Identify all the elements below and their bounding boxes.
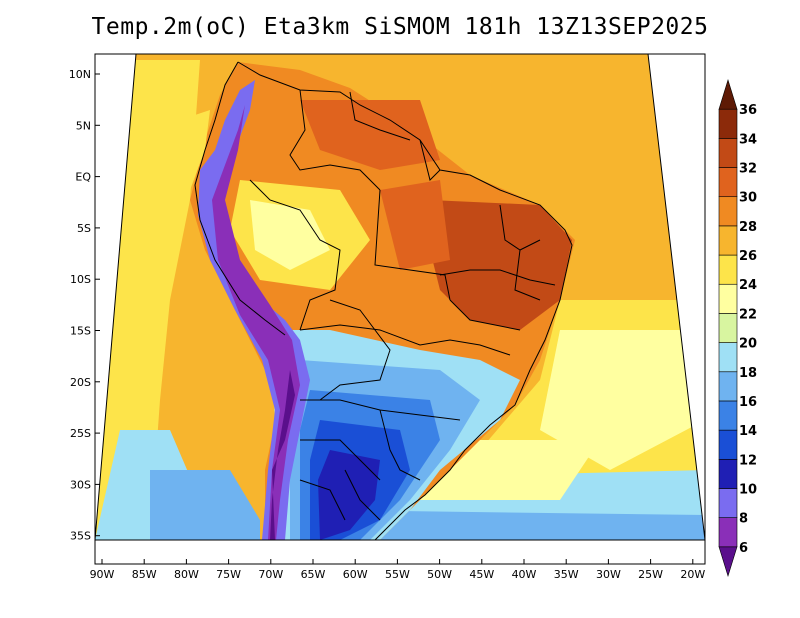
- colorbar-label: 18: [739, 366, 757, 381]
- colorbar-label: 34: [739, 132, 757, 147]
- lat-label: 30S: [70, 478, 91, 491]
- lat-label: 15S: [70, 325, 91, 338]
- lon-label: 30W: [596, 568, 621, 581]
- colorbar-cell: [718, 138, 738, 168]
- lon-label: 90W: [90, 568, 115, 581]
- lat-label: 10S: [70, 273, 91, 286]
- colorbar-label: 26: [739, 249, 757, 264]
- lon-label: 85W: [132, 568, 157, 581]
- colorbar-label: 28: [739, 220, 757, 235]
- lat-label: EQ: [75, 171, 91, 184]
- lon-label: 60W: [343, 568, 368, 581]
- lon-label: 55W: [385, 568, 410, 581]
- colorbar-cell: [718, 371, 738, 402]
- colorbar: 6 8 10 12 14 16 18 20 22 24 26 28 30 32 34 36: [718, 78, 757, 578]
- colorbar-cell: [718, 342, 738, 373]
- colorbar-cell: [718, 283, 738, 314]
- lon-label: 50W: [427, 568, 452, 581]
- lat-label: 20S: [70, 376, 91, 389]
- colorbar-label: 10: [739, 482, 757, 497]
- temperature-field: [95, 54, 705, 540]
- colorbar-cell: [718, 429, 738, 460]
- colorbar-label: 8: [739, 512, 748, 527]
- lon-label: 45W: [469, 568, 494, 581]
- latitude-axis: 10N 5N EQ 5S 10S 15S 20S 25S 30S 35S: [69, 68, 100, 543]
- colorbar-label: 30: [739, 191, 757, 206]
- colorbar-label: 20: [739, 337, 757, 352]
- lat-label: 5S: [77, 222, 91, 235]
- lon-label: 80W: [174, 568, 199, 581]
- lon-label: 35W: [554, 568, 579, 581]
- colorbar-cell: [718, 254, 738, 285]
- lon-label: 65W: [301, 568, 326, 581]
- colorbar-label: 36: [739, 103, 757, 118]
- colorbar-label: 22: [739, 307, 757, 322]
- lat-label: 5N: [76, 119, 91, 132]
- colorbar-label: 6: [739, 541, 748, 556]
- lon-label: 75W: [216, 568, 241, 581]
- colorbar-cell: [718, 517, 738, 548]
- colorbar-label: 16: [739, 395, 757, 410]
- map-title: Temp.2m(oC) Eta3km SiSMOM 181h 13Z13SEP2…: [91, 14, 709, 40]
- colorbar-cell: [718, 196, 738, 227]
- lon-label: 20W: [680, 568, 705, 581]
- political-boundaries: [194, 61, 573, 540]
- colorbar-cell: [718, 78, 738, 110]
- colorbar-label: 12: [739, 453, 757, 468]
- lat-label: 35S: [70, 530, 91, 543]
- plot-border: [94, 53, 706, 565]
- colorbar-cell: [718, 488, 738, 518]
- lon-label: 70W: [258, 568, 283, 581]
- lon-label: 40W: [512, 568, 537, 581]
- colorbar-label: 32: [739, 162, 757, 177]
- colorbar-cell: [718, 225, 738, 256]
- colorbar-cell: [718, 313, 738, 343]
- colorbar-cell: [718, 167, 738, 198]
- lon-label: 25W: [638, 568, 663, 581]
- colorbar-cell: [718, 400, 738, 431]
- colorbar-cell: [718, 546, 738, 578]
- lat-label: 10N: [69, 68, 91, 81]
- colorbar-label: 14: [739, 424, 757, 439]
- longitude-axis: 90W 85W 80W 75W 70W 65W 60W 55W 50W 45W 40W 35W 30W 2…: [90, 559, 705, 581]
- lat-label: 25S: [70, 427, 91, 440]
- colorbar-label: 24: [739, 278, 757, 293]
- colorbar-cell: [718, 108, 738, 139]
- colorbar-cell: [718, 458, 738, 489]
